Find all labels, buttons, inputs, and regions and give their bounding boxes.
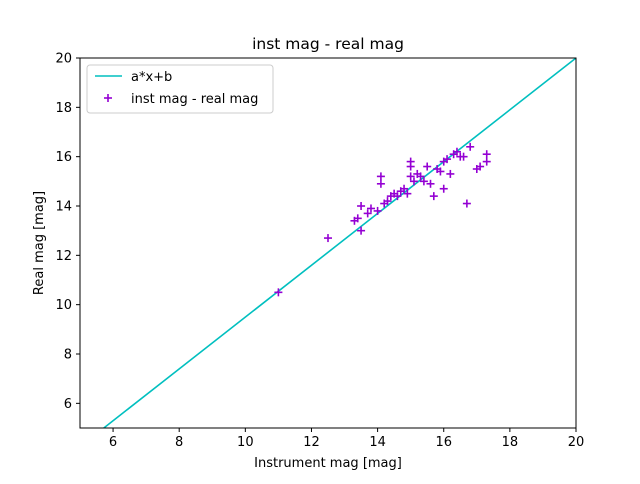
x-tick-label: 10 — [237, 435, 254, 450]
data-point — [446, 169, 455, 178]
y-axis: 6 8 10 12 14 16 18 20 — [55, 52, 80, 412]
fit-line — [103, 58, 576, 428]
y-tick-label: 12 — [55, 249, 72, 264]
x-tick-label: 20 — [568, 435, 585, 450]
data-point — [403, 189, 412, 198]
y-tick-label: 14 — [55, 200, 72, 215]
data-point — [406, 172, 415, 181]
data-point — [419, 177, 428, 186]
data-point — [482, 150, 491, 159]
data-point — [400, 184, 409, 193]
data-point — [363, 209, 372, 218]
data-point — [393, 192, 402, 201]
x-axis: 6 8 10 12 14 16 18 20 — [109, 428, 584, 450]
legend-plus-marker — [104, 94, 112, 102]
data-point — [426, 179, 435, 188]
x-axis-label: Instrument mag [mag] — [254, 456, 402, 471]
x-tick-label: 14 — [369, 435, 386, 450]
y-tick-label: 16 — [55, 150, 72, 165]
data-point — [376, 172, 385, 181]
data-point — [466, 142, 475, 151]
chart-title: inst mag - real mag — [252, 35, 404, 53]
data-point — [462, 199, 471, 208]
data-point — [436, 167, 445, 176]
data-point — [373, 206, 382, 215]
data-point — [423, 162, 432, 171]
data-point — [452, 147, 461, 156]
data-point — [439, 184, 448, 193]
data-point — [409, 177, 418, 186]
x-tick-label: 8 — [175, 435, 183, 450]
y-tick-label: 20 — [55, 52, 72, 67]
plot-frame — [79, 57, 577, 429]
data-point — [383, 197, 392, 206]
y-tick-label: 18 — [55, 101, 72, 116]
data-point — [366, 204, 375, 213]
x-tick-label: 18 — [502, 435, 519, 450]
data-point — [476, 162, 485, 171]
data-point — [459, 152, 468, 161]
data-point — [353, 214, 362, 223]
x-tick-label: 16 — [435, 435, 452, 450]
legend-label-line: a*x+b — [131, 70, 172, 85]
legend-label-scatter: inst mag - real mag — [131, 92, 258, 107]
data-point — [357, 226, 366, 235]
data-point — [357, 202, 366, 210]
legend: a*x+b inst mag - real mag — [86, 64, 274, 114]
legend-box — [86, 64, 274, 114]
data-point — [443, 155, 452, 164]
data-point — [482, 157, 491, 166]
data-point — [376, 179, 385, 188]
data-point — [274, 288, 283, 297]
y-axis-label: Real mag [mag] — [32, 191, 47, 295]
data-point — [429, 192, 438, 201]
y-tick-label: 6 — [64, 397, 72, 412]
y-tick-label: 10 — [55, 298, 72, 313]
data-point — [406, 157, 415, 166]
data-point — [416, 172, 425, 181]
y-tick-label: 8 — [64, 348, 72, 363]
data-point — [324, 234, 332, 243]
x-tick-label: 12 — [303, 435, 320, 450]
x-tick-label: 6 — [109, 435, 117, 450]
legend-marker-swatch — [104, 94, 112, 102]
